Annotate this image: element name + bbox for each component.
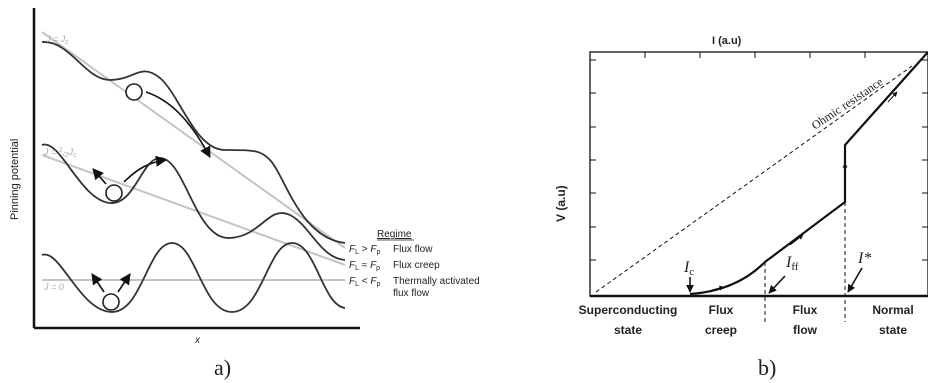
ohmic-resistance-label: Ohmic resistance: [809, 74, 886, 132]
svg-text:flow: flow: [793, 323, 818, 337]
potential-curve-half-jc: [41, 143, 346, 261]
label-j-jc: J = Jc: [45, 34, 69, 46]
svg-text:creep: creep: [705, 323, 737, 337]
curve-arrow-4: [887, 91, 898, 103]
state-superconducting: Superconducting state: [579, 303, 678, 337]
flux-ball-bottom: [102, 293, 120, 311]
state-flux-creep: Flux creep: [705, 303, 737, 337]
state-normal: Normal state: [872, 303, 913, 337]
panel-a: Pinning potential x J = Jc J = 1/2Jc J =…: [9, 8, 480, 380]
tilt-line-jc: [41, 31, 346, 249]
label-j-half-jc: J = 1/2Jc: [43, 147, 77, 159]
arrow-creep-left: [92, 168, 107, 185]
svg-text:Thermally activated: Thermally activated: [393, 276, 480, 287]
regime-heading: Regime: [377, 229, 412, 240]
svg-text:Flux flow: Flux flow: [393, 244, 433, 255]
state-flux-flow: Flux flow: [793, 303, 818, 337]
flux-ball-top: [125, 83, 143, 101]
panel-b-ylabel: V (a.u): [554, 185, 568, 222]
svg-text:Flux: Flux: [709, 303, 734, 317]
arrow-istar: [847, 267, 863, 293]
potential-curve-zero: [41, 242, 346, 313]
arrow-creep-right: [123, 155, 168, 183]
svg-text:flux flow: flux flow: [393, 288, 430, 299]
panel-a-xlabel: x: [194, 335, 201, 346]
svg-text:FL < Fp: FL < Fp: [349, 276, 381, 288]
svg-text:state: state: [879, 323, 907, 337]
regime-row-thermal: FL < Fp Thermally activated flux flow: [349, 276, 480, 299]
svg-text:Flux creep: Flux creep: [393, 260, 440, 271]
flux-ball-middle: [105, 184, 123, 202]
arrow-thermal-right: [117, 273, 131, 293]
svg-text:Flux: Flux: [793, 303, 818, 317]
panel-b: I (a.u) V (a.u) Ohmic resistance: [554, 35, 928, 380]
curve-arrow-2: [789, 234, 804, 246]
svg-text:state: state: [614, 323, 642, 337]
panel-b-top-label: I (a.u): [712, 35, 742, 47]
panel-a-ylabel: Pinning potential: [9, 139, 21, 220]
ohmic-resistance-line: [595, 65, 913, 293]
label-j-zero: J = 0: [43, 282, 64, 292]
regime-row-flux-flow: FL > Fp Flux flow: [349, 244, 433, 256]
svg-text:Superconducting: Superconducting: [579, 303, 678, 317]
panel-b-ticks: [590, 52, 928, 261]
potential-curve-jc: [41, 41, 346, 244]
label-ic: Ic: [683, 259, 694, 278]
caption-b: b): [758, 355, 776, 380]
arrow-iff: [768, 275, 786, 294]
arrow-thermal-left: [91, 273, 105, 293]
curve-arrow-1: [711, 285, 725, 291]
svg-text:FL > Fp: FL > Fp: [349, 244, 381, 256]
svg-text:FL ≈ Fp: FL ≈ Fp: [349, 260, 380, 272]
svg-text:Normal: Normal: [872, 303, 913, 317]
label-istar: I*: [857, 250, 871, 267]
arrow-flux-flow: [145, 91, 211, 158]
regime-row-flux-creep: FL ≈ Fp Flux creep: [349, 260, 440, 272]
label-iff: Iff: [785, 254, 799, 273]
iv-curve: [689, 51, 928, 296]
caption-a: a): [214, 355, 231, 380]
